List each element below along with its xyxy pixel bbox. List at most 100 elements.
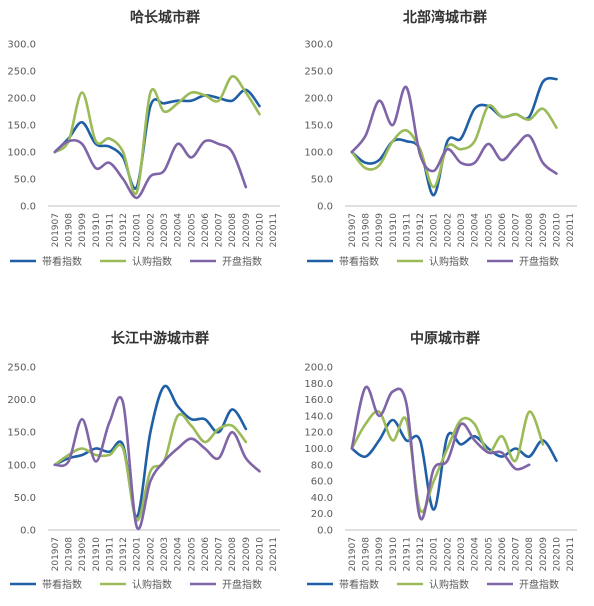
x-tick-label: 202010 (553, 537, 563, 572)
y-tick-label: 200.0 (7, 94, 36, 105)
legend-label: 带看指数 (42, 578, 82, 591)
legend-label: 认购指数 (429, 255, 469, 268)
x-tick-label: 202010 (553, 213, 563, 248)
y-tick-label: 200.0 (7, 395, 36, 406)
x-tick-label: 202003 (160, 537, 170, 571)
x-tick-label: 201912 (119, 537, 129, 571)
x-tick-label: 202011 (269, 213, 279, 247)
y-tick-label: 140.0 (304, 411, 333, 422)
x-tick-label: 202001 (133, 537, 143, 571)
y-tick-label: 60.0 (311, 477, 333, 488)
y-tick-label: 40.0 (311, 493, 333, 504)
y-tick-label: 250.0 (304, 67, 333, 78)
y-tick-label: 0.0 (20, 526, 36, 537)
series-line (53, 88, 261, 190)
legend-label: 认购指数 (429, 578, 469, 591)
series-line (53, 75, 261, 196)
x-tick-label: 202007 (215, 537, 225, 571)
x-tick-label: 202009 (242, 213, 252, 248)
chart-title: 北部湾城市群 (403, 9, 487, 26)
x-tick-label: 202007 (215, 213, 225, 247)
x-tick-label: 202003 (160, 213, 170, 247)
y-tick-label: 80.0 (311, 460, 333, 471)
series-line (53, 138, 248, 200)
x-tick-label: 201912 (119, 213, 129, 247)
x-tick-label: 202004 (174, 213, 184, 248)
series-line (53, 412, 248, 522)
x-tick-label: 201908 (64, 213, 74, 248)
y-tick-label: 150.0 (7, 121, 36, 132)
x-tick-label: 202011 (269, 537, 279, 571)
x-tick-label: 202003 (457, 213, 467, 247)
x-tick-label: 201909 (78, 537, 88, 572)
y-tick-label: 100.0 (304, 148, 333, 159)
legend-label: 开盘指数 (519, 578, 559, 591)
x-tick-label: 202002 (443, 213, 453, 247)
y-tick-label: 100.0 (7, 148, 36, 159)
x-tick-label: 201911 (402, 213, 412, 247)
legend-label: 开盘指数 (222, 578, 262, 591)
x-tick-label: 202002 (146, 213, 156, 247)
x-tick-label: 202001 (133, 213, 143, 247)
y-tick-label: 120.0 (304, 428, 333, 439)
x-tick-label: 202005 (187, 213, 197, 247)
x-tick-label: 202001 (430, 537, 440, 571)
x-tick-label: 202008 (525, 537, 535, 572)
chart-panel: 长江中游城市群 0.0 50.0 100.0 150.0 200.0 250.0 201907… (7, 330, 280, 591)
x-tick-label: 202006 (201, 537, 211, 572)
legend-label: 开盘指数 (222, 255, 262, 268)
legend-label: 带看指数 (42, 255, 82, 268)
x-tick-label: 201911 (105, 213, 115, 247)
x-tick-label: 201908 (361, 537, 371, 572)
chart-panel: 中原城市群 0.0 20.0 40.0 60.0 80.0 100.0 120.0 140.0 1… (304, 330, 577, 591)
series-line (350, 85, 558, 175)
x-tick-label: 201907 (51, 537, 61, 571)
x-tick-label: 201909 (78, 213, 88, 248)
x-tick-label: 202006 (201, 213, 211, 248)
x-tick-label: 201907 (348, 537, 358, 571)
y-tick-label: 200.0 (304, 363, 333, 374)
chart-title: 长江中游城市群 (111, 330, 209, 347)
legend-label: 开盘指数 (519, 255, 559, 268)
x-tick-label: 202004 (471, 213, 481, 248)
x-tick-label: 202010 (256, 213, 266, 248)
x-tick-label: 202002 (146, 537, 156, 571)
x-tick-label: 202007 (512, 537, 522, 571)
x-tick-label: 201910 (389, 213, 399, 248)
x-tick-label: 201909 (375, 537, 385, 572)
x-tick-label: 202002 (443, 537, 453, 571)
y-tick-label: 160.0 (304, 395, 333, 406)
x-tick-label: 202010 (256, 537, 266, 572)
x-tick-label: 201911 (402, 537, 412, 571)
x-tick-label: 202009 (539, 213, 549, 248)
y-tick-label: 300.0 (7, 40, 36, 51)
y-tick-label: 100.0 (304, 444, 333, 455)
legend-label: 带看指数 (339, 255, 379, 268)
x-tick-label: 202009 (539, 537, 549, 572)
x-tick-label: 202004 (174, 537, 184, 572)
y-tick-label: 250.0 (7, 67, 36, 78)
series-line (53, 395, 261, 531)
y-tick-label: 50.0 (14, 175, 36, 186)
legend-label: 认购指数 (132, 578, 172, 591)
x-tick-label: 202005 (187, 537, 197, 571)
y-tick-label: 0.0 (317, 202, 333, 213)
x-tick-label: 202005 (484, 537, 494, 571)
y-tick-label: 150.0 (7, 428, 36, 439)
x-tick-label: 202005 (484, 213, 494, 247)
y-tick-label: 0.0 (317, 526, 333, 537)
chart-panel: 哈长城市群 0.0 50.0 100.0 150.0 200.0 250.0 300.0 201… (7, 9, 280, 268)
x-tick-label: 201908 (361, 213, 371, 248)
series-line (350, 104, 558, 189)
x-tick-label: 202011 (566, 213, 576, 247)
x-tick-label: 202008 (228, 537, 238, 572)
x-tick-label: 201907 (51, 213, 61, 247)
x-tick-label: 201907 (348, 213, 358, 247)
x-tick-label: 202006 (498, 213, 508, 248)
x-tick-label: 202008 (525, 213, 535, 248)
x-tick-label: 202001 (430, 213, 440, 247)
y-tick-label: 250.0 (7, 363, 36, 374)
x-tick-label: 201911 (105, 537, 115, 571)
